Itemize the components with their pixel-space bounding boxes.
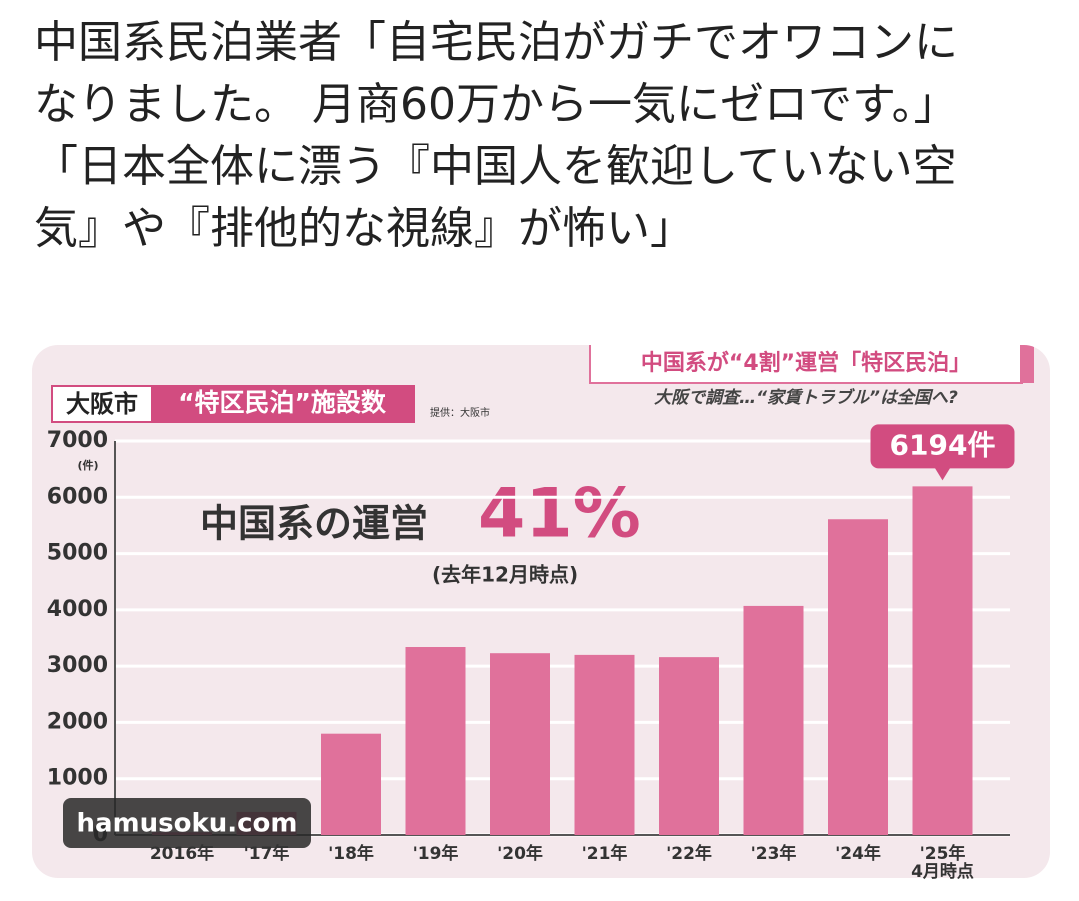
headline-box bbox=[589, 345, 1023, 384]
y-tick-label: 3000 bbox=[47, 653, 108, 678]
value-label-box bbox=[870, 424, 1015, 469]
x-tick-label: '22年 bbox=[666, 844, 712, 864]
annotation-note: (去年12月時点) bbox=[432, 563, 578, 587]
subheadline: 大阪で調査…“家賃トラブル”は全国へ? bbox=[654, 388, 958, 408]
y-tick-label: 5000 bbox=[47, 541, 108, 566]
chart-title: “特区民泊”施設数 bbox=[178, 388, 387, 417]
post-line: なりました。 月商60万から一気にゼロです。」 bbox=[34, 79, 958, 130]
bar bbox=[490, 653, 550, 835]
y-tick-label: 2000 bbox=[47, 709, 108, 734]
y-tick-label: 4000 bbox=[47, 597, 108, 622]
x-tick-label: '20年 bbox=[497, 844, 543, 864]
headline-accent bbox=[1020, 345, 1034, 383]
post-text: 中国系民泊業者「自宅民泊がガチでオワコンに なりました。 月商60万から一気にゼロ… bbox=[34, 12, 1074, 260]
city-badge: 大阪市 bbox=[66, 390, 138, 418]
y-tick-label: 6000 bbox=[47, 484, 108, 509]
x-tick-label: 2016年 bbox=[149, 844, 215, 864]
bar bbox=[321, 733, 381, 835]
source: 提供：大阪市 bbox=[430, 406, 490, 419]
x-tick-label: '25年 4月時点 bbox=[911, 844, 974, 882]
bar bbox=[743, 605, 804, 835]
headline: 中国系が“4割”運営「特区民泊」 bbox=[641, 350, 971, 376]
x-tick-label: '17年 bbox=[243, 844, 290, 864]
x-tick-label: '24年 bbox=[835, 844, 881, 864]
watermark: hamusoku.com bbox=[76, 809, 297, 839]
bar bbox=[828, 519, 888, 835]
y-tick-label: 1000 bbox=[47, 766, 108, 791]
bar bbox=[405, 647, 466, 835]
value-label: 6194件 bbox=[890, 428, 996, 461]
y-unit: (件) bbox=[77, 458, 98, 472]
badge-box bbox=[51, 385, 153, 423]
y-tick-label: 7000 bbox=[47, 428, 108, 453]
post-line: 気』や『排他的な視線』が怖い」 bbox=[34, 203, 694, 254]
annotation-label: 中国系の運営 bbox=[200, 502, 428, 546]
title-band bbox=[150, 385, 415, 423]
x-tick-label: '18年 bbox=[328, 844, 374, 864]
annotation-share: 41% bbox=[478, 475, 641, 554]
value-label-pointer bbox=[934, 467, 951, 481]
x-tick-label: '23年 bbox=[750, 844, 797, 864]
post-line: 中国系民泊業者「自宅民泊がガチでオワコンに bbox=[34, 17, 958, 68]
post-line: 「日本全体に漂う『中国人を歓迎していない空 bbox=[34, 141, 957, 192]
bar bbox=[659, 657, 719, 835]
bar bbox=[912, 486, 973, 835]
watermark-box bbox=[63, 798, 311, 848]
x-tick-label: '19年 bbox=[412, 844, 459, 864]
bar bbox=[574, 654, 635, 835]
x-tick-label: '21年 bbox=[581, 844, 628, 864]
